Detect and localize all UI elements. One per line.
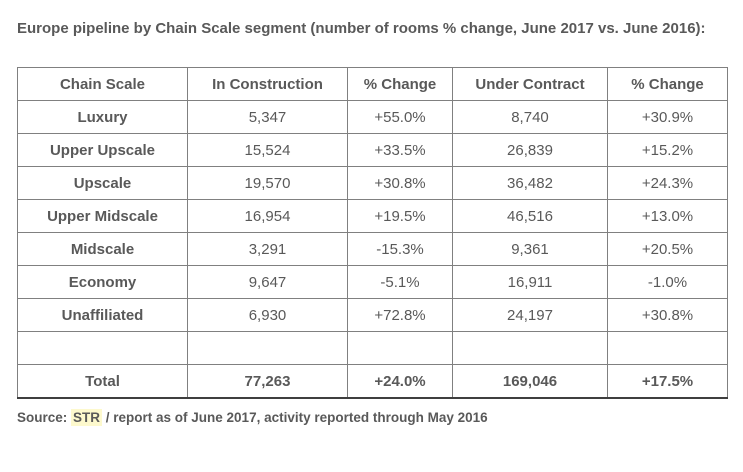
- cell-in-construction: 3,291: [187, 232, 348, 266]
- cell-segment: Midscale: [17, 232, 188, 266]
- table-row: Upper Upscale 15,524 +33.5% 26,839 +15.2…: [17, 133, 728, 167]
- cell-uc-change: +30.9%: [607, 100, 728, 134]
- table-row: Upper Midscale 16,954 +19.5% 46,516 +13.…: [17, 199, 728, 233]
- cell-total-in-construction: 77,263: [187, 364, 348, 399]
- empty-cell: [452, 331, 608, 365]
- table-row: Economy 9,647 -5.1% 16,911 -1.0%: [17, 265, 728, 299]
- pipeline-table: Chain Scale In Construction % Change Und…: [17, 67, 728, 399]
- cell-segment: Upper Midscale: [17, 199, 188, 233]
- empty-cell: [187, 331, 348, 365]
- cell-segment: Upper Upscale: [17, 133, 188, 167]
- column-header-chain-scale: Chain Scale: [17, 67, 188, 101]
- article-snippet: Europe pipeline by Chain Scale segment (…: [17, 20, 728, 426]
- table-row: Luxury 5,347 +55.0% 8,740 +30.9%: [17, 100, 728, 134]
- cell-uc-change: +15.2%: [607, 133, 728, 167]
- cell-ic-change: +55.0%: [347, 100, 453, 134]
- cell-under-contract: 8,740: [452, 100, 608, 134]
- column-header-ic-change: % Change: [347, 67, 453, 101]
- cell-ic-change: -15.3%: [347, 232, 453, 266]
- cell-segment: Luxury: [17, 100, 188, 134]
- cell-ic-change: -5.1%: [347, 265, 453, 299]
- cell-segment: Upscale: [17, 166, 188, 200]
- cell-uc-change: +30.8%: [607, 298, 728, 332]
- table-header-row: Chain Scale In Construction % Change Und…: [17, 67, 728, 101]
- cell-in-construction: 6,930: [187, 298, 348, 332]
- cell-total-under-contract: 169,046: [452, 364, 608, 399]
- empty-cell: [347, 331, 453, 365]
- table-row-total: Total 77,263 +24.0% 169,046 +17.5%: [17, 364, 728, 399]
- cell-ic-change: +19.5%: [347, 199, 453, 233]
- source-suffix: / report as of June 2017, activity repor…: [102, 410, 488, 425]
- cell-under-contract: 36,482: [452, 166, 608, 200]
- cell-in-construction: 9,647: [187, 265, 348, 299]
- cell-total-label: Total: [17, 364, 188, 399]
- cell-in-construction: 5,347: [187, 100, 348, 134]
- column-header-under-contract: Under Contract: [452, 67, 608, 101]
- cell-in-construction: 15,524: [187, 133, 348, 167]
- cell-under-contract: 46,516: [452, 199, 608, 233]
- empty-cell: [17, 331, 188, 365]
- column-header-uc-change: % Change: [607, 67, 728, 101]
- source-prefix: Source:: [17, 410, 72, 425]
- cell-segment: Economy: [17, 265, 188, 299]
- column-header-in-construction: In Construction: [187, 67, 348, 101]
- cell-segment: Unaffiliated: [17, 298, 188, 332]
- cell-in-construction: 19,570: [187, 166, 348, 200]
- table-row: Midscale 3,291 -15.3% 9,361 +20.5%: [17, 232, 728, 266]
- page-title: Europe pipeline by Chain Scale segment (…: [17, 20, 706, 37]
- cell-uc-change: -1.0%: [607, 265, 728, 299]
- cell-in-construction: 16,954: [187, 199, 348, 233]
- cell-ic-change: +72.8%: [347, 298, 453, 332]
- cell-under-contract: 16,911: [452, 265, 608, 299]
- cell-ic-change: +33.5%: [347, 133, 453, 167]
- cell-under-contract: 26,839: [452, 133, 608, 167]
- cell-uc-change: +24.3%: [607, 166, 728, 200]
- cell-uc-change: +13.0%: [607, 199, 728, 233]
- table-row-empty: [17, 331, 728, 365]
- cell-total-uc-change: +17.5%: [607, 364, 728, 399]
- cell-under-contract: 9,361: [452, 232, 608, 266]
- table-row: Unaffiliated 6,930 +72.8% 24,197 +30.8%: [17, 298, 728, 332]
- cell-under-contract: 24,197: [452, 298, 608, 332]
- source-str-highlight: STR: [71, 409, 103, 426]
- table-row: Upscale 19,570 +30.8% 36,482 +24.3%: [17, 166, 728, 200]
- empty-cell: [607, 331, 728, 365]
- cell-ic-change: +30.8%: [347, 166, 453, 200]
- cell-uc-change: +20.5%: [607, 232, 728, 266]
- source-line: Source: STR / report as of June 2017, ac…: [17, 409, 727, 426]
- cell-total-ic-change: +24.0%: [347, 364, 453, 399]
